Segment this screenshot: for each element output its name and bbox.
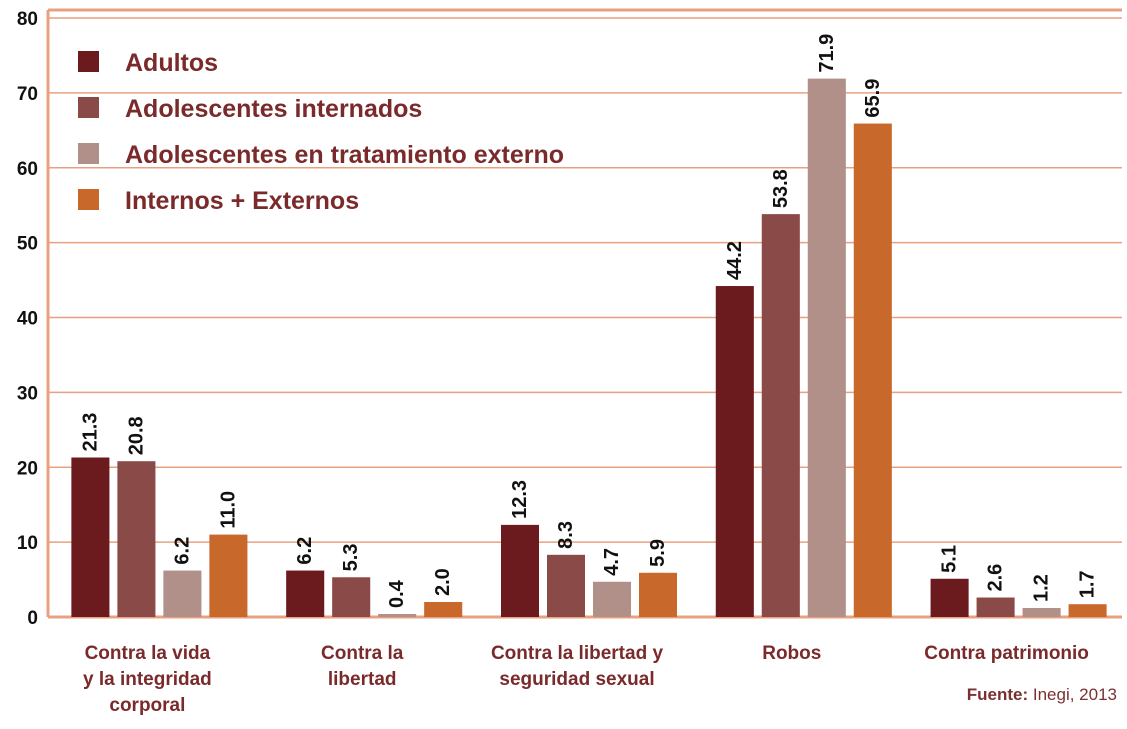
bar-shade xyxy=(332,577,371,617)
legend-label: Internos + Externos xyxy=(125,187,359,215)
value-label: 4.7 xyxy=(601,548,623,576)
x-tick-label: Contra la xyxy=(321,643,404,664)
x-tick-label: libertad xyxy=(328,669,397,690)
value-label: 0.4 xyxy=(386,579,408,608)
y-tick-label: 50 xyxy=(17,234,38,255)
legend-label: Adultos xyxy=(125,49,218,77)
value-label: 5.9 xyxy=(647,539,669,567)
bar-shade xyxy=(639,572,677,617)
source-label: Fuente: xyxy=(967,685,1028,704)
value-label: 1.7 xyxy=(1077,570,1099,598)
y-tick-label: 80 xyxy=(17,9,38,30)
value-label: 6.2 xyxy=(294,537,316,565)
bar-shade xyxy=(547,554,585,617)
bar-shade xyxy=(930,578,969,617)
x-tick-label: Contra patrimonio xyxy=(924,643,1089,664)
value-label: 2.6 xyxy=(985,564,1007,592)
legend-swatch-shade xyxy=(78,143,99,164)
value-label: 2.0 xyxy=(432,568,454,596)
bar-shade xyxy=(501,524,539,617)
bar-shade xyxy=(761,214,800,618)
legend-swatch-shade xyxy=(78,189,99,210)
value-label: 6.2 xyxy=(171,537,193,565)
bar-shade xyxy=(976,597,1015,617)
x-tick-label: Robos xyxy=(762,643,821,664)
value-label: 5.3 xyxy=(340,544,362,572)
bar-shade xyxy=(286,570,325,617)
y-tick-label: 60 xyxy=(17,159,38,180)
value-label: 1.2 xyxy=(1031,574,1053,602)
bar-shade xyxy=(163,570,202,617)
value-label: 5.1 xyxy=(939,545,961,573)
x-tick-label: corporal xyxy=(109,695,185,716)
legend-swatch-shade xyxy=(78,51,99,72)
legend-label: Adolescentes internados xyxy=(125,95,422,123)
bar-shade xyxy=(593,581,631,617)
source: Fuente: Inegi, 2013 xyxy=(967,685,1117,704)
bar-shade xyxy=(71,457,110,617)
value-label: 21.3 xyxy=(79,413,101,452)
y-tick-label: 10 xyxy=(17,533,38,554)
y-tick-label: 30 xyxy=(17,383,38,404)
x-tick-label: Contra la libertad y xyxy=(491,643,664,664)
bar-shade xyxy=(424,602,463,617)
value-label: 44.2 xyxy=(724,241,746,280)
value-label: 11.0 xyxy=(217,491,239,529)
y-tick-label: 0 xyxy=(27,608,38,629)
bar-shade xyxy=(807,78,846,618)
x-tick-label: y la integridad xyxy=(83,669,212,690)
value-label: 53.8 xyxy=(770,169,792,208)
y-tick-label: 70 xyxy=(17,84,38,105)
x-tick-label: seguridad sexual xyxy=(499,669,654,690)
value-label: 65.9 xyxy=(862,79,884,118)
bar-shade xyxy=(715,286,754,617)
legend-label: Adolescentes en tratamiento externo xyxy=(125,141,564,169)
bar-shade xyxy=(209,534,248,617)
bar-shade xyxy=(1068,604,1107,617)
y-tick-label: 20 xyxy=(17,458,38,479)
legend-swatch-shade xyxy=(78,97,99,118)
source-text: Inegi, 2013 xyxy=(1033,685,1117,704)
y-tick-label: 40 xyxy=(17,309,38,330)
value-label: 12.3 xyxy=(509,480,531,519)
value-label: 20.8 xyxy=(125,416,147,455)
bar-shade xyxy=(853,123,892,617)
bar-shade xyxy=(1022,608,1061,617)
bar-shade xyxy=(378,614,417,617)
x-tick-label: Contra la vida xyxy=(85,643,211,664)
bar-shade xyxy=(117,461,156,617)
value-label: 71.9 xyxy=(816,34,838,73)
value-label: 8.3 xyxy=(555,521,577,549)
